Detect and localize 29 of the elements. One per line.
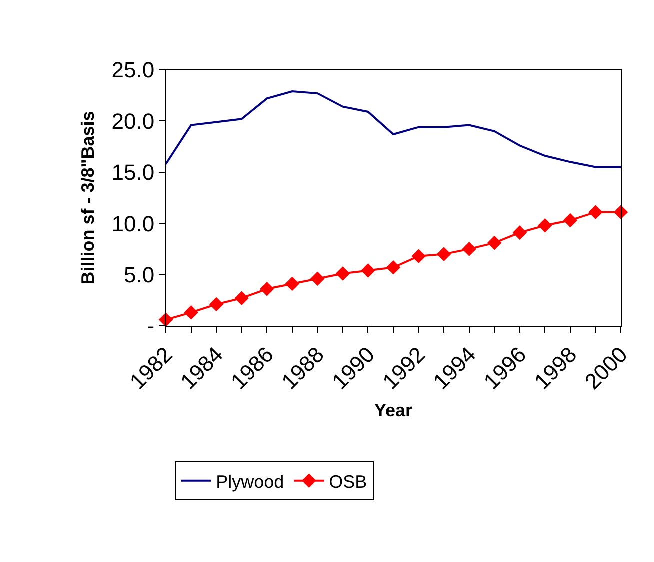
y-tick-label: 20.0 <box>112 108 155 134</box>
point <box>487 236 502 250</box>
point <box>158 312 174 328</box>
point <box>184 306 198 320</box>
y-tick-label: 25.0 <box>112 58 155 83</box>
point <box>563 213 578 228</box>
point <box>538 218 552 233</box>
point <box>386 260 401 275</box>
point <box>588 205 603 220</box>
legend-label: Plywood <box>216 472 284 492</box>
point <box>336 266 350 281</box>
point <box>512 226 528 240</box>
point <box>436 247 452 262</box>
point <box>462 242 476 256</box>
y-tick-label: - <box>147 314 155 339</box>
x-axis-title: Year <box>374 400 413 420</box>
point <box>234 291 249 306</box>
y-tick-label: 10.0 <box>112 211 155 236</box>
point <box>209 297 224 312</box>
legend-label: OSB <box>329 472 368 492</box>
line-series <box>166 90 621 168</box>
point <box>361 264 376 278</box>
y-tick-label: 15.0 <box>112 160 155 186</box>
point <box>310 272 325 286</box>
point <box>260 282 274 296</box>
y-tick-label: 5.0 <box>124 262 155 288</box>
point <box>285 276 300 292</box>
y-axis-title: Billion sf - 3/8"Basis <box>78 111 98 285</box>
point <box>412 249 426 264</box>
